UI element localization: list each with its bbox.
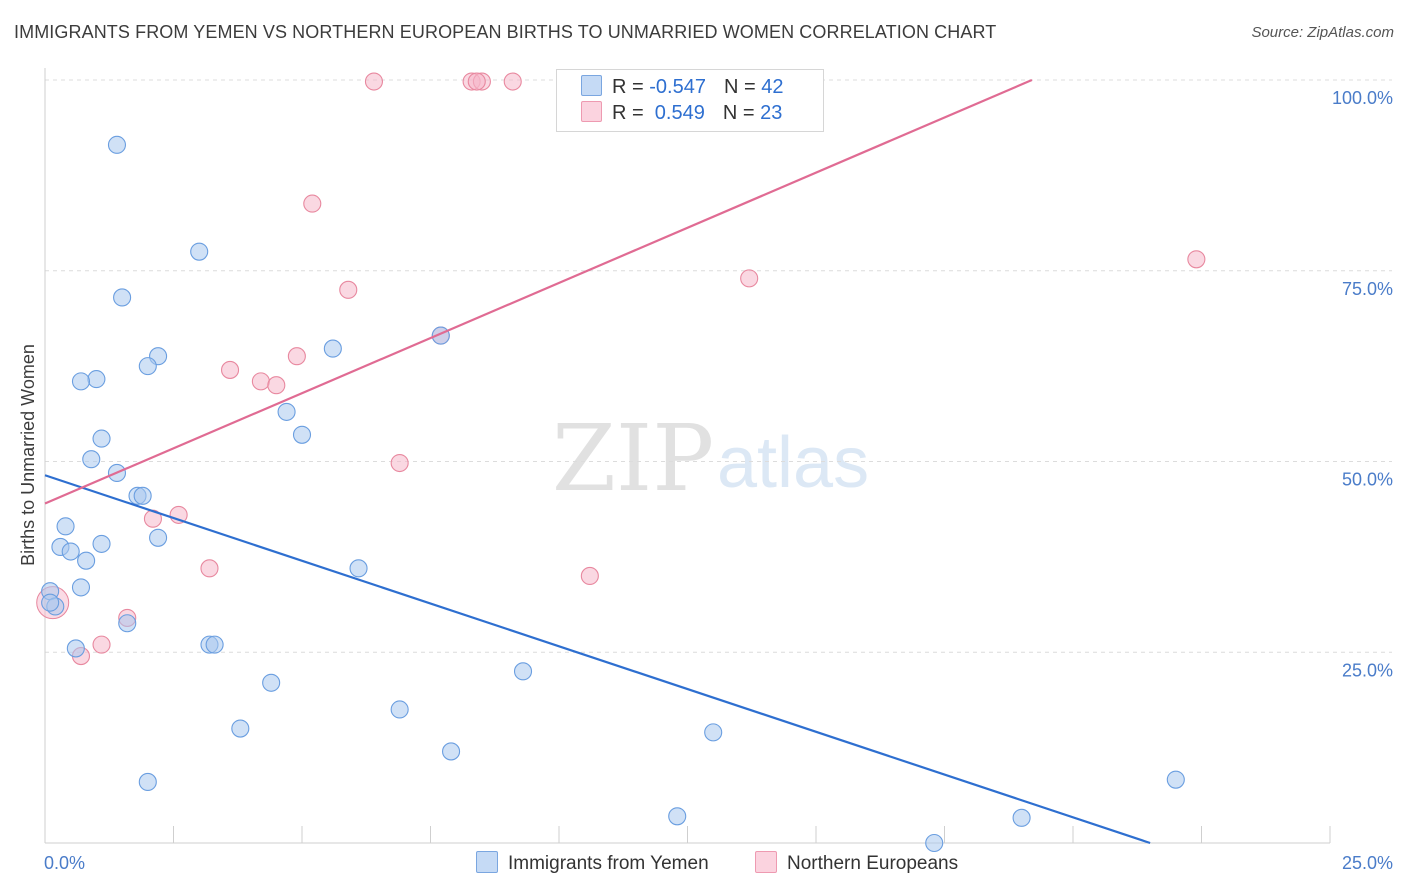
legend-row-northern: R = 0.549 N = 23	[581, 101, 782, 127]
x-tick-label: 0.0%	[44, 853, 85, 873]
data-point	[580, 566, 599, 586]
y-axis-label: Births to Unmarried Women	[18, 344, 38, 566]
data-point	[1166, 770, 1185, 789]
legend-n-label: N =	[723, 76, 762, 98]
data-point	[149, 528, 168, 547]
data-point	[220, 360, 240, 379]
series-immigrants-from-yemen	[41, 135, 1185, 853]
data-point	[513, 662, 533, 681]
data-point	[71, 578, 91, 597]
trend-line-northern	[44, 78, 1033, 505]
legend-r-label: R =	[612, 102, 650, 124]
correlation-legend: R = -0.547 N = 42 R = 0.549 N = 23	[556, 69, 824, 132]
data-point	[118, 614, 137, 633]
data-point	[251, 372, 270, 391]
source-label: Source: ZipAtlas.com	[1251, 24, 1394, 41]
legend-row-yemen: R = -0.547 N = 42	[581, 75, 783, 101]
data-point	[277, 402, 296, 421]
legend-r-label: R =	[612, 76, 650, 98]
data-point	[41, 593, 60, 612]
data-point	[390, 453, 409, 473]
data-point	[138, 772, 157, 792]
legend-n-value: 23	[760, 102, 783, 124]
data-point	[87, 370, 106, 389]
legend-n-value: 42	[761, 76, 784, 98]
data-point	[56, 517, 75, 536]
data-point	[323, 339, 342, 358]
data-point	[92, 429, 111, 448]
data-point	[61, 542, 80, 561]
data-point	[205, 635, 224, 654]
data-point	[66, 639, 85, 658]
data-point	[925, 833, 944, 853]
y-tick-label: 75.0%	[1342, 279, 1393, 299]
axes	[44, 68, 1331, 844]
y-tick-label: 50.0%	[1342, 470, 1393, 490]
data-point	[1012, 808, 1031, 827]
data-point	[138, 357, 157, 376]
gridlines	[45, 79, 1392, 653]
watermark-zip: ZIP	[552, 405, 714, 512]
data-point	[287, 347, 306, 366]
data-point	[339, 280, 358, 299]
data-point	[668, 807, 687, 826]
legend-swatch-pink	[581, 101, 602, 122]
legend-r-value: 0.549	[649, 102, 705, 124]
chart-title: IMMIGRANTS FROM YEMEN VS NORTHERN EUROPE…	[14, 22, 997, 42]
data-point	[303, 194, 322, 213]
data-point	[82, 450, 101, 469]
data-point	[349, 559, 368, 578]
data-point	[92, 534, 111, 553]
data-point	[390, 700, 409, 719]
data-point	[292, 425, 312, 444]
bottom-legend-swatch-blue	[476, 851, 498, 873]
bottom-legend-northern: Northern Europeans	[755, 851, 958, 875]
data-point	[442, 742, 461, 761]
data-point	[503, 72, 522, 91]
data-point	[133, 486, 152, 505]
data-point	[262, 673, 281, 692]
y-tick-label: 25.0%	[1342, 660, 1393, 680]
bottom-legend-label: Immigrants from Yemen	[508, 853, 709, 874]
data-point	[467, 72, 486, 91]
bottom-legend-swatch-pink	[755, 851, 777, 873]
data-point	[1187, 250, 1206, 269]
data-point	[364, 72, 384, 91]
data-point	[740, 269, 759, 288]
data-point	[231, 719, 250, 738]
bottom-legend-label: Northern Europeans	[787, 853, 959, 874]
data-point	[71, 372, 91, 391]
bottom-legend-yemen: Immigrants from Yemen	[476, 851, 709, 875]
data-point	[113, 288, 132, 307]
data-point	[92, 635, 111, 654]
data-point	[77, 551, 96, 570]
watermark-atlas: atlas	[717, 423, 869, 503]
x-tick-label: 25.0%	[1342, 853, 1393, 873]
trend-lines	[44, 78, 1151, 845]
data-point	[107, 135, 127, 154]
series-northern-europeans	[36, 72, 1206, 666]
legend-n-label: N =	[722, 102, 761, 124]
data-point	[200, 559, 219, 578]
trend-line-yemen	[44, 474, 1151, 845]
tick-labels: 25.0% 50.0% 75.0% 100.0% 0.0% 25.0%	[44, 88, 1393, 873]
legend-swatch-blue	[581, 75, 602, 96]
y-tick-label: 100.0%	[1332, 88, 1393, 108]
data-point	[704, 723, 723, 742]
legend-r-value: -0.547	[649, 76, 706, 98]
data-point	[267, 376, 286, 395]
data-point	[190, 242, 209, 261]
